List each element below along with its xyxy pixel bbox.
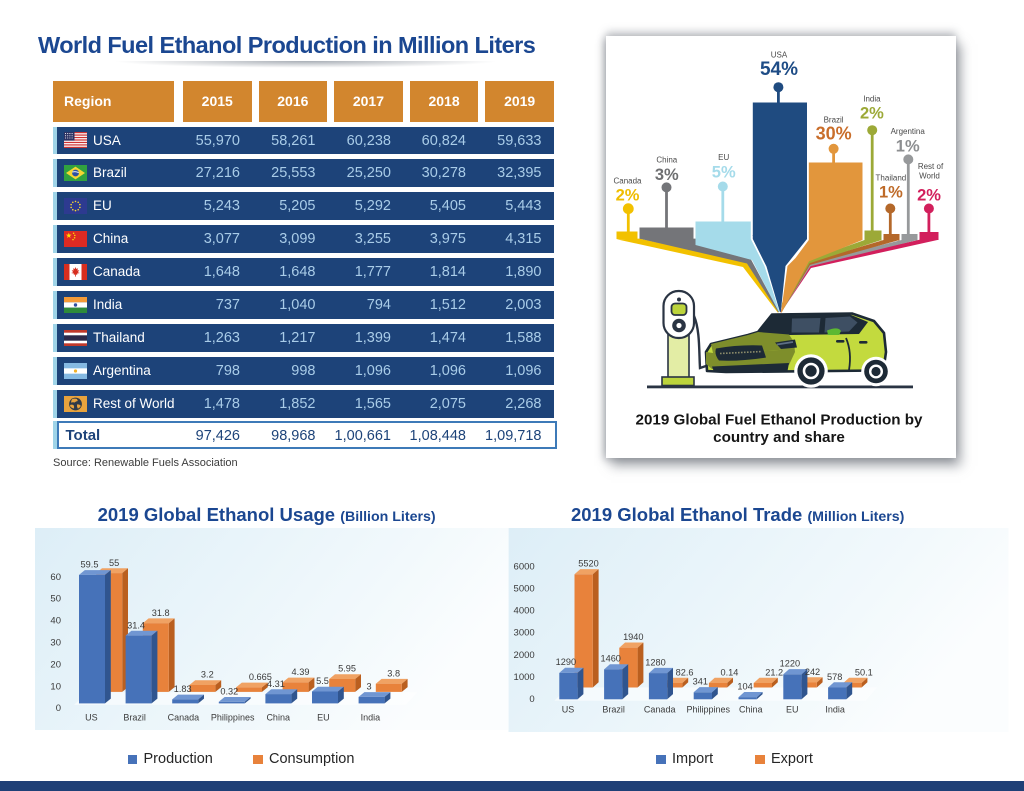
svg-text:104: 104 — [737, 682, 752, 692]
svg-text:55: 55 — [109, 558, 119, 568]
svg-text:Canada: Canada — [644, 704, 676, 714]
svg-text:5.5: 5.5 — [316, 676, 329, 686]
svg-text:World: World — [919, 171, 940, 180]
svg-text:country and share: country and share — [713, 429, 845, 446]
svg-text:0: 0 — [56, 703, 61, 714]
svg-text:Rest of: Rest of — [918, 162, 944, 171]
svg-text:US: US — [562, 704, 575, 714]
svg-text:30: 30 — [50, 638, 61, 649]
svg-text:4000: 4000 — [514, 606, 535, 617]
svg-text:3.2: 3.2 — [201, 670, 214, 680]
svg-text:50: 50 — [50, 594, 61, 605]
svg-text:30%: 30% — [816, 124, 852, 144]
svg-text:4.39: 4.39 — [292, 667, 310, 677]
svg-text:1280: 1280 — [645, 657, 665, 667]
svg-text:0: 0 — [529, 694, 534, 705]
svg-text:US: US — [85, 713, 98, 723]
svg-text:2000: 2000 — [514, 650, 535, 661]
svg-text:1.83: 1.83 — [174, 684, 192, 694]
svg-text:5520: 5520 — [578, 559, 598, 569]
svg-text:82.6: 82.6 — [676, 667, 694, 677]
svg-text:3000: 3000 — [514, 628, 535, 639]
svg-text:USA: USA — [771, 51, 788, 60]
svg-text:2%: 2% — [860, 105, 884, 123]
svg-text:Philippines: Philippines — [687, 704, 731, 714]
svg-text:Canada: Canada — [613, 176, 642, 185]
svg-text:3%: 3% — [655, 166, 679, 184]
svg-text:242: 242 — [805, 667, 820, 677]
svg-text:0.665: 0.665 — [249, 672, 272, 682]
svg-text:Brazil: Brazil — [602, 704, 625, 714]
svg-text:40: 40 — [50, 616, 61, 627]
svg-text:EU: EU — [718, 153, 729, 162]
svg-text:Thailand: Thailand — [876, 173, 907, 182]
svg-text:1290: 1290 — [556, 657, 576, 667]
svg-text:5000: 5000 — [514, 583, 535, 594]
svg-text:India: India — [825, 704, 845, 714]
svg-text:EU: EU — [786, 704, 799, 714]
svg-text:3: 3 — [367, 682, 372, 692]
svg-text:54%: 54% — [760, 59, 798, 80]
svg-text:5%: 5% — [712, 164, 736, 182]
svg-text:31.8: 31.8 — [152, 608, 170, 618]
svg-text:6000: 6000 — [514, 561, 535, 572]
svg-text:0.32: 0.32 — [220, 687, 238, 697]
svg-text:China: China — [266, 713, 290, 723]
svg-text:60: 60 — [50, 572, 61, 583]
svg-text:3.8: 3.8 — [387, 668, 400, 678]
svg-text:India: India — [361, 713, 381, 723]
svg-text:China: China — [739, 704, 763, 714]
svg-text:Brazil: Brazil — [123, 713, 146, 723]
svg-text:Canada: Canada — [168, 713, 200, 723]
svg-text:21.2: 21.2 — [765, 667, 783, 677]
svg-text:10: 10 — [50, 681, 61, 692]
svg-text:2%: 2% — [616, 187, 640, 205]
svg-text:0.14: 0.14 — [720, 667, 738, 677]
svg-text:China: China — [656, 156, 677, 165]
svg-text:1460: 1460 — [600, 654, 620, 664]
svg-text:Brazil: Brazil — [824, 115, 844, 124]
svg-text:5.95: 5.95 — [338, 664, 356, 674]
svg-text:31.4: 31.4 — [127, 620, 145, 630]
svg-text:20: 20 — [50, 659, 61, 670]
svg-text:1940: 1940 — [623, 632, 643, 642]
svg-text:Philippines: Philippines — [211, 713, 255, 723]
svg-text:2%: 2% — [917, 187, 941, 205]
svg-text:EU: EU — [317, 713, 330, 723]
svg-text:341: 341 — [693, 677, 708, 687]
svg-text:1%: 1% — [879, 184, 903, 202]
svg-text:59.5: 59.5 — [81, 560, 99, 570]
svg-text:2019 Global Fuel Ethanol Produ: 2019 Global Fuel Ethanol Production by — [636, 412, 923, 429]
svg-text:4.31: 4.31 — [267, 679, 285, 689]
svg-text:578: 578 — [827, 672, 842, 682]
svg-text:1220: 1220 — [780, 659, 800, 669]
svg-text:50.1: 50.1 — [855, 667, 873, 677]
svg-text:1%: 1% — [896, 138, 920, 156]
svg-text:Argentina: Argentina — [891, 127, 926, 136]
svg-text:India: India — [863, 94, 881, 103]
svg-text:1000: 1000 — [514, 672, 535, 683]
